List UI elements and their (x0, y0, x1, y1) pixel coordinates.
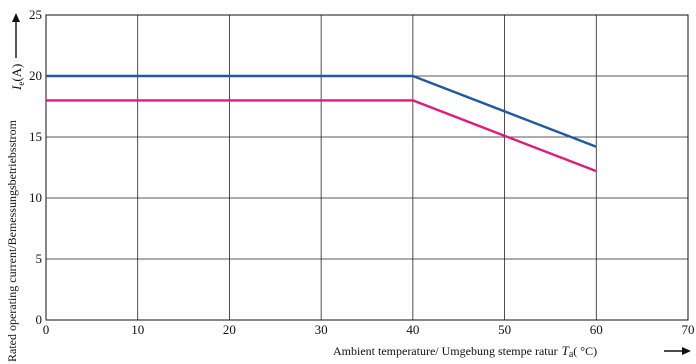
y-unit-label-group: Ie(A) (9, 13, 26, 91)
y-tick-label: 15 (29, 129, 42, 144)
x-unit: ( °C) (573, 344, 597, 358)
tick-labels: 0 10 20 30 40 50 60 70 0 5 10 15 20 25 (29, 7, 695, 337)
x-symbol: T (562, 343, 570, 358)
grid-lines (46, 15, 688, 320)
series-line-2 (46, 99, 597, 173)
y-unit-label: Ie(A) (9, 64, 26, 91)
x-tick-label: 50 (498, 322, 511, 337)
y-tick-label: 5 (36, 251, 43, 266)
plot-frame (45, 14, 689, 321)
x-tick-label: 60 (590, 322, 603, 337)
series-line-1 (46, 74, 597, 148)
x-axis-label-group: Ambient temperature/ Umgebung stempe rat… (333, 343, 691, 360)
x-axis-label: Ambient temperature/ Umgebung stempe rat… (333, 343, 597, 360)
y-arrow-head (12, 13, 20, 22)
y-symbol-sub: e (16, 82, 26, 86)
y-tick-label: 25 (29, 7, 42, 22)
x-axis-label-text: Ambient temperature/ Umgebung stempe rat… (333, 344, 558, 358)
x-tick-label: 20 (223, 322, 236, 337)
y-tick-label: 10 (29, 190, 42, 205)
y-tick-label: 0 (36, 312, 43, 327)
y-unit: (A) (9, 64, 24, 82)
y-axis-label: Rated operating current/Bemessungsbetrie… (5, 119, 19, 362)
x-arrow-head (682, 347, 691, 355)
x-tick-label: 0 (43, 322, 50, 337)
series-group (46, 74, 597, 173)
x-tick-label: 70 (682, 322, 695, 337)
x-symbol-sub: a (569, 349, 574, 360)
x-tick-label: 10 (131, 322, 144, 337)
x-tick-label: 40 (406, 322, 419, 337)
y-symbol: I (9, 85, 24, 91)
y-tick-label: 20 (29, 68, 42, 83)
x-tick-label: 30 (315, 322, 328, 337)
